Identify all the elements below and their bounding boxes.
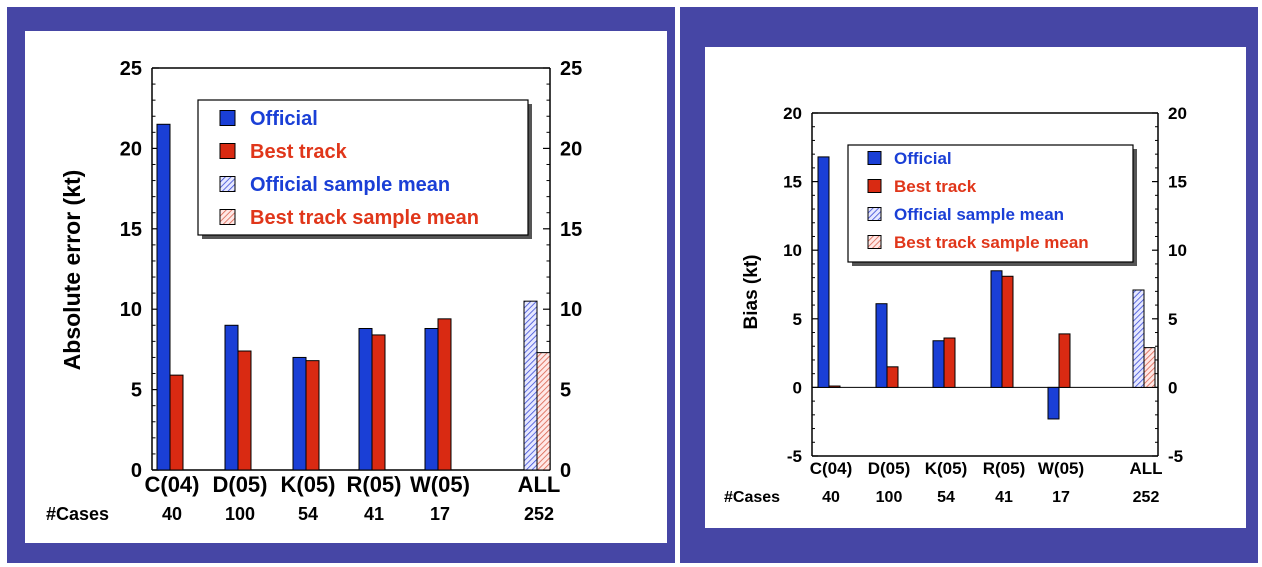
right-ytick-label-left: 15 [783, 173, 802, 192]
left-legend-label: Best track [250, 141, 348, 163]
left-case-count: 54 [298, 504, 318, 524]
right-case-count: 54 [937, 489, 955, 506]
left-ytick-label-right: 5 [560, 380, 571, 402]
right-ytick-label-right: 5 [1168, 310, 1177, 329]
right-legend-swatch [867, 235, 882, 249]
left-ytick-label-left: 5 [131, 380, 142, 402]
right-ytick-label-right: 15 [1168, 173, 1187, 192]
left-bar-official [424, 327, 439, 471]
right-bar-official [817, 156, 830, 388]
left-bar-official [292, 356, 307, 471]
left-bar-official [156, 123, 171, 471]
left-category-label: K(05) [280, 472, 335, 497]
right-legend-swatch [867, 151, 882, 165]
left-legend-swatch [219, 143, 236, 159]
left-ytick-label-right: 25 [560, 58, 582, 80]
right-legend: Official Best track Official sample mean Be… [847, 144, 1137, 266]
right-legend-swatch [867, 207, 882, 221]
right-ytick-label-left: -5 [787, 447, 802, 466]
right-bar-best-track-sample-mean [1143, 347, 1156, 388]
right-category-label: W(05) [1038, 459, 1084, 478]
right-bar-best-track [1058, 333, 1071, 388]
left-case-count: 100 [225, 504, 255, 524]
right-chart: -5 -5 0 0 5 5 10 10 15 15 20 20 Bias (kt) C(04) 40 D(05… [724, 104, 1187, 506]
right-case-count: 40 [822, 489, 840, 506]
left-bar-official-sample-mean [523, 300, 538, 471]
right-case-count: 41 [995, 489, 1013, 506]
right-bar-official [932, 340, 945, 388]
left-bar-official [358, 327, 373, 471]
left-case-count: 252 [524, 504, 554, 524]
left-legend-label: Official [250, 108, 318, 130]
left-ytick-label-left: 10 [120, 299, 142, 321]
left-bar-official [224, 324, 239, 471]
right-ytick-label-right: 20 [1168, 104, 1187, 123]
right-legend-label: Best track [894, 177, 977, 196]
left-legend-label: Official sample mean [250, 174, 450, 196]
left-bar-best-track [237, 350, 252, 471]
left-chart: 0 0 5 5 10 10 15 15 20 20 25 25 Absolute error (kt) C… [46, 58, 582, 524]
right-bar-best-track [886, 366, 899, 388]
right-category-label: K(05) [925, 459, 968, 478]
left-bar-best-track [169, 374, 184, 471]
right-category-label: ALL [1129, 459, 1162, 478]
right-bar-official [990, 270, 1003, 388]
right-ytick-label-left: 10 [783, 241, 802, 260]
right-bar-best-track [828, 385, 841, 388]
right-category-label: R(05) [983, 459, 1026, 478]
left-case-count: 17 [430, 504, 450, 524]
right-legend-swatch [867, 179, 882, 193]
right-bar-official [875, 303, 888, 388]
left-ytick-label-right: 15 [560, 219, 582, 241]
left-case-count: 41 [364, 504, 384, 524]
right-case-count: 100 [876, 489, 903, 506]
left-y-axis-label: Absolute error (kt) [59, 170, 85, 371]
left-bar-best-track [371, 334, 386, 471]
left-category-label: D(05) [212, 472, 267, 497]
right-cases-label: #Cases [724, 489, 780, 506]
left-category-label: W(05) [410, 472, 470, 497]
left-ytick-label-left: 0 [131, 460, 142, 482]
left-legend-label: Best track sample mean [250, 207, 479, 229]
right-ytick-label-left: 0 [793, 378, 802, 397]
right-ytick-label-right: -5 [1168, 447, 1183, 466]
right-bar-official [1047, 386, 1060, 420]
left-ytick-label-right: 10 [560, 299, 582, 321]
left-cases-label: #Cases [46, 504, 109, 524]
left-ytick-label-left: 20 [120, 138, 142, 160]
right-case-count: 252 [1133, 489, 1160, 506]
left-ytick-label-right: 0 [560, 460, 571, 482]
right-bar-best-track [1001, 275, 1014, 388]
left-ytick-label-right: 20 [560, 138, 582, 160]
right-ytick-label-left: 20 [783, 104, 802, 123]
right-case-count: 17 [1052, 489, 1070, 506]
right-ytick-label-right: 10 [1168, 241, 1187, 260]
right-legend-label: Official sample mean [894, 205, 1064, 224]
left-category-label: ALL [518, 472, 561, 497]
left-category-label: R(05) [346, 472, 401, 497]
left-legend: Official Best track Official sample mean Be… [197, 99, 532, 239]
left-category-label: C(04) [144, 472, 199, 497]
left-legend-swatch [219, 176, 236, 192]
right-ytick-label-left: 5 [793, 310, 802, 329]
right-bar-official-sample-mean [1132, 289, 1145, 388]
left-bar-best-track-sample-mean [536, 352, 551, 471]
left-legend-swatch [219, 209, 236, 225]
left-bar-best-track [437, 318, 452, 471]
right-bar-best-track [943, 337, 956, 388]
right-ytick-label-right: 0 [1168, 378, 1177, 397]
right-legend-label: Best track sample mean [894, 233, 1089, 252]
right-category-label: D(05) [868, 459, 911, 478]
left-case-count: 40 [162, 504, 182, 524]
left-ytick-label-left: 25 [120, 58, 142, 80]
right-legend-box [847, 144, 1134, 263]
right-category-label: C(04) [810, 459, 853, 478]
left-bar-best-track [305, 360, 320, 471]
right-y-axis-label: Bias (kt) [741, 255, 762, 330]
left-legend-box [197, 99, 529, 236]
right-legend-label: Official [894, 149, 952, 168]
left-ytick-label-left: 15 [120, 219, 142, 241]
left-legend-swatch [219, 110, 236, 126]
